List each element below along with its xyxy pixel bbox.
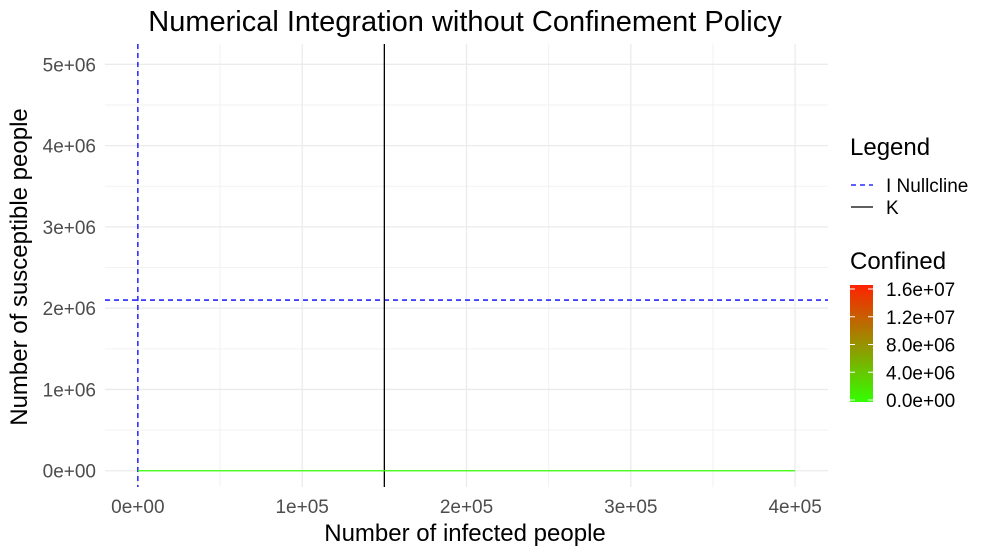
colorbar-gradient xyxy=(850,285,873,402)
legend-title: Legend xyxy=(850,134,930,161)
y-tick-label: 2e+06 xyxy=(43,299,96,320)
chart-title: Numerical Integration without Confinemen… xyxy=(148,6,782,38)
colorbar: Confined 0.0e+00 4.0e+06 8.0e+06 1.2e+07 1.6… xyxy=(850,248,955,412)
colorbar-tick-label: 8.0e+06 xyxy=(886,336,955,357)
x-tick-label: 4e+05 xyxy=(768,497,821,518)
y-axis-ticks: 0e+00 1e+06 2e+06 3e+06 4e+06 5e+06 xyxy=(43,55,96,482)
colorbar-tick-label: 4.0e+06 xyxy=(886,363,955,384)
y-tick-label: 1e+06 xyxy=(43,380,96,401)
y-tick-label: 3e+06 xyxy=(43,218,96,239)
x-tick-label: 3e+05 xyxy=(604,497,657,518)
colorbar-title: Confined xyxy=(850,248,946,275)
colorbar-tick-label: 1.6e+07 xyxy=(886,280,955,301)
x-tick-label: 1e+05 xyxy=(275,497,328,518)
grid xyxy=(105,44,828,487)
legend-label: I Nullcline xyxy=(886,176,968,197)
y-tick-label: 0e+00 xyxy=(43,462,96,483)
x-axis-ticks: 0e+00 1e+05 2e+05 3e+05 4e+05 xyxy=(111,497,822,518)
y-tick-label: 5e+06 xyxy=(43,55,96,76)
x-tick-label: 2e+05 xyxy=(440,497,493,518)
colorbar-tick-label: 1.2e+07 xyxy=(886,308,955,329)
y-axis-title: Number of susceptible people xyxy=(6,108,33,426)
colorbar-tick-label: 0.0e+00 xyxy=(886,391,955,412)
x-tick-label: 0e+00 xyxy=(111,497,164,518)
reference-lines xyxy=(105,44,828,487)
x-axis-title: Number of infected people xyxy=(324,520,606,547)
legend-label: K xyxy=(886,198,899,219)
y-tick-label: 4e+06 xyxy=(43,137,96,158)
